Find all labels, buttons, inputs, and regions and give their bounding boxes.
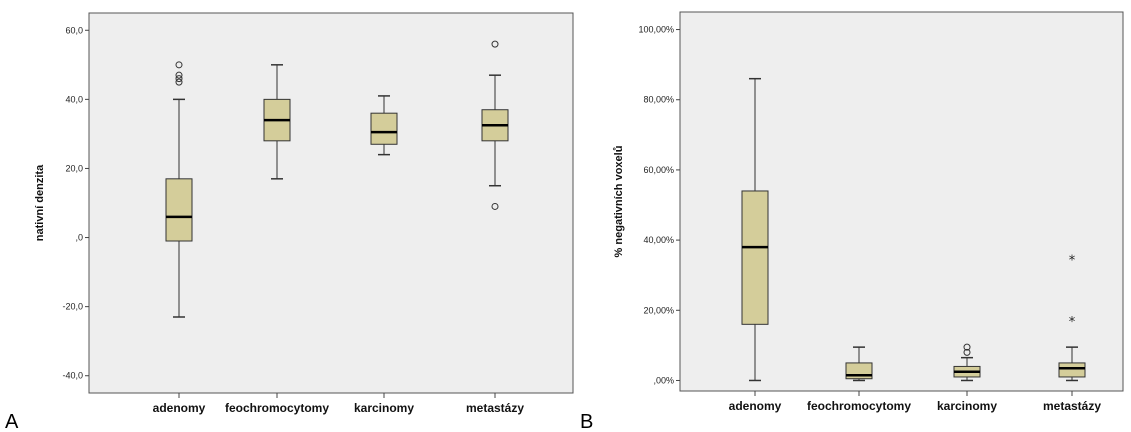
outlier-point	[175, 61, 183, 69]
outlier-point	[963, 343, 971, 351]
x-tick-label: adenomy	[729, 399, 782, 413]
box-iqr	[1058, 362, 1086, 378]
y-axis-label: % negativních voxelů	[613, 146, 625, 258]
box-iqr	[370, 112, 398, 145]
y-tick-label: -20,0	[62, 302, 83, 312]
chart-panel-b: ,00% 20,00% 40,00% 60,00% 80,00% 100,00% % neg…	[580, 11, 1124, 432]
extreme-point: *	[1069, 253, 1076, 268]
box-karcinomy	[953, 343, 981, 382]
y-tick-label: 20,0	[65, 163, 83, 173]
y-tick-label: ,0	[75, 233, 83, 243]
box-feochromocytomy	[845, 346, 873, 382]
y-tick-label: 20,00%	[643, 305, 674, 315]
y-tick-label: 40,00%	[643, 235, 674, 245]
outlier-point	[963, 348, 971, 356]
box-iqr	[741, 190, 769, 325]
outlier-point	[175, 71, 183, 79]
x-tick-label: karcinomy	[937, 399, 997, 413]
outlier-point	[491, 40, 499, 48]
y-tick-label: 40,0	[65, 94, 83, 104]
box-adenomy	[165, 61, 193, 318]
box-metastázy: **	[1058, 253, 1086, 382]
x-tick-label: adenomy	[153, 401, 206, 415]
box-metastázy	[481, 40, 509, 210]
x-tick-label: feochromocytomy	[807, 399, 911, 413]
plot-area	[88, 12, 574, 394]
outlier-point	[491, 202, 499, 210]
y-tick-label: ,00%	[653, 375, 674, 385]
extreme-point: *	[1069, 315, 1076, 330]
x-tick-label: metastázy	[466, 401, 524, 415]
y-tick-label: 60,00%	[643, 165, 674, 175]
y-tick-label: 60,0	[65, 25, 83, 35]
y-axis-label: nativní denzita	[34, 164, 46, 241]
x-tick-label: feochromocytomy	[225, 401, 329, 415]
panel-label: B	[580, 411, 593, 432]
y-tick-label: -40,0	[62, 371, 83, 381]
box-adenomy	[741, 77, 769, 382]
box-feochromocytomy	[263, 64, 291, 180]
y-tick-label: 100,00%	[638, 25, 674, 35]
chart-panel-a: -40,0 -20,0 ,0 20,0 40,0 60,0 nativní denzita a…	[5, 12, 574, 432]
panel-label: A	[5, 411, 19, 432]
box-karcinomy	[370, 95, 398, 156]
x-tick-label: metastázy	[1043, 399, 1101, 413]
box-iqr	[165, 178, 193, 242]
outlier-point	[175, 75, 183, 83]
x-tick-label: karcinomy	[354, 401, 414, 415]
outlier-point	[175, 78, 183, 86]
y-tick-label: 80,00%	[643, 95, 674, 105]
